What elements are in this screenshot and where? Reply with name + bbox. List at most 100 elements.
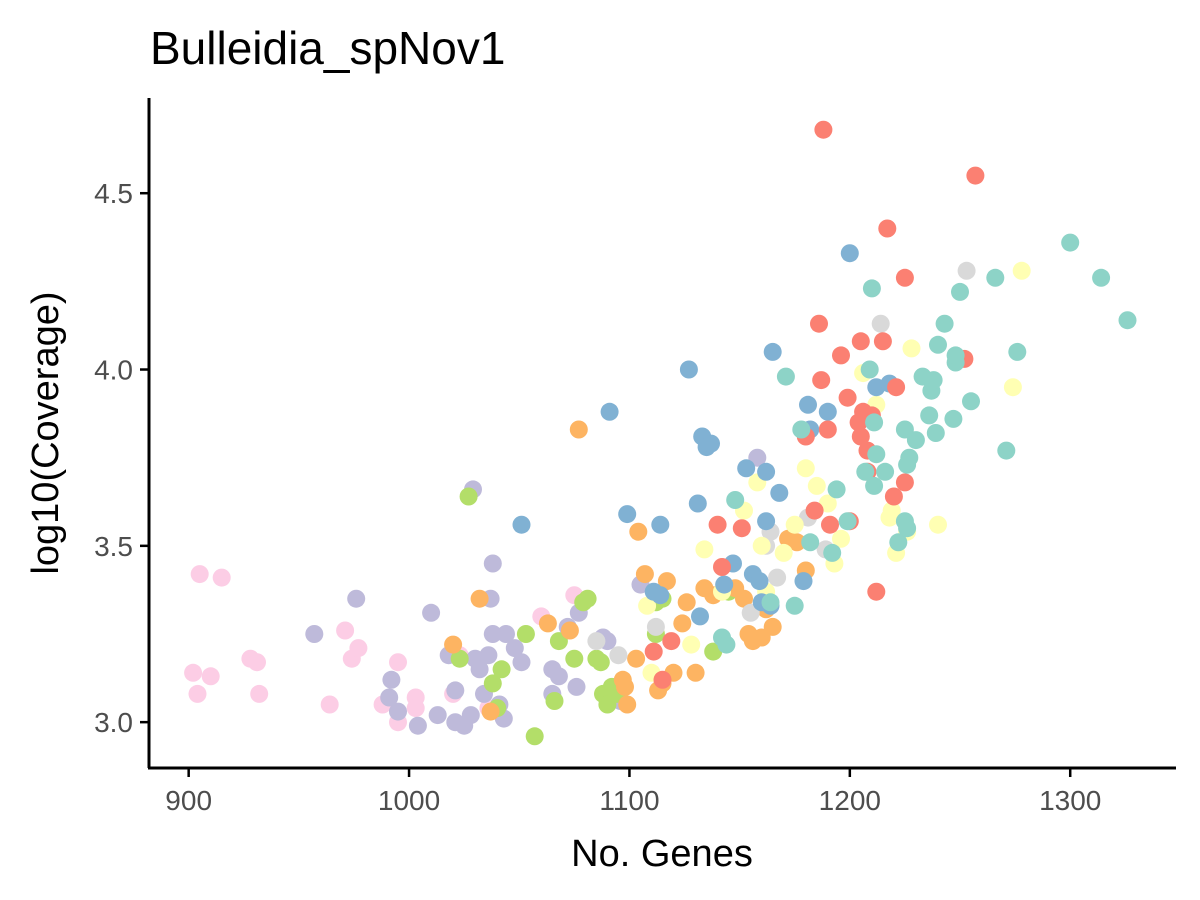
y-axis-title: log10(Coverage) (25, 291, 67, 574)
data-point (450, 649, 469, 668)
data-point (763, 617, 782, 636)
data-point (986, 268, 1005, 287)
data-point (190, 565, 209, 584)
data-point (646, 617, 665, 636)
data-point (818, 402, 837, 421)
data-point (801, 533, 820, 552)
data-point (805, 501, 824, 520)
data-point (851, 427, 870, 446)
data-point (250, 684, 269, 703)
data-point (750, 572, 769, 591)
data-point (761, 593, 780, 612)
data-point (895, 268, 914, 287)
data-point (827, 480, 846, 499)
data-point (944, 409, 963, 428)
data-point (600, 402, 619, 421)
data-point (569, 420, 588, 439)
data-point (821, 515, 839, 534)
data-point (686, 663, 705, 682)
data-point (549, 667, 568, 686)
x-axis-title: No. Genes (571, 833, 753, 875)
data-point (1003, 378, 1022, 397)
data-point (957, 261, 976, 280)
data-point (704, 642, 723, 661)
data-point (882, 501, 901, 520)
data-point (446, 681, 465, 700)
data-point (248, 653, 266, 672)
data-point (726, 491, 745, 509)
data-point (483, 674, 502, 693)
data-point (618, 505, 637, 524)
data-point (653, 670, 672, 689)
data-point (688, 494, 707, 513)
data-point (851, 332, 870, 351)
data-point (867, 582, 886, 601)
data-point (873, 332, 892, 351)
data-point (1061, 233, 1080, 252)
data-point (838, 512, 857, 531)
data-point (966, 166, 985, 185)
data-point (924, 371, 943, 390)
data-point (347, 589, 366, 608)
data-point (483, 554, 502, 573)
data-point (587, 632, 606, 651)
data-point (627, 649, 646, 668)
data-point (629, 522, 648, 541)
data-point (567, 677, 586, 696)
data-point (682, 635, 701, 654)
data-point (935, 314, 954, 333)
data-point (560, 621, 579, 640)
data-point (481, 702, 500, 721)
data-point (807, 476, 826, 495)
y-tick-label: 3.0 (94, 707, 133, 738)
data-point (732, 519, 751, 538)
data-point (422, 603, 441, 622)
data-point (902, 339, 921, 358)
data-point (895, 473, 914, 492)
data-point (408, 716, 427, 735)
data-point (389, 653, 407, 672)
data-point (459, 487, 478, 506)
data-point (336, 621, 355, 640)
data-point (763, 342, 782, 361)
data-point (757, 462, 776, 481)
data-point (538, 614, 557, 633)
data-point (878, 219, 897, 238)
data-point (492, 660, 511, 679)
data-point (578, 589, 597, 608)
data-point (677, 593, 696, 612)
y-axis-ticks: 3.0 3.5 4.0 4.5 (94, 178, 149, 738)
data-points (184, 120, 1137, 746)
data-point (889, 533, 908, 552)
data-point (946, 346, 965, 365)
data-point (651, 515, 670, 534)
data-point (787, 533, 806, 552)
data-point (565, 649, 584, 668)
data-point (212, 568, 231, 587)
data-point (1012, 261, 1031, 280)
data-point (305, 625, 324, 643)
data-point (609, 646, 628, 665)
data-point (479, 646, 498, 665)
data-point (884, 487, 903, 506)
data-point (618, 695, 637, 714)
data-point (840, 244, 859, 263)
data-point (497, 625, 515, 643)
data-point (768, 568, 787, 587)
x-tick-label: 1300 (1039, 785, 1101, 816)
data-point (644, 642, 663, 661)
data-point (188, 684, 207, 703)
data-point (444, 635, 463, 654)
data-point (691, 607, 709, 626)
data-point (591, 653, 610, 672)
data-point (679, 360, 698, 379)
data-point (865, 476, 884, 495)
data-point (713, 558, 731, 576)
data-point (920, 406, 939, 425)
data-point (525, 727, 544, 746)
data-point (997, 441, 1016, 460)
x-tick-label: 1100 (599, 785, 659, 816)
data-point (201, 667, 220, 686)
data-point (545, 692, 564, 710)
data-point (505, 639, 524, 658)
